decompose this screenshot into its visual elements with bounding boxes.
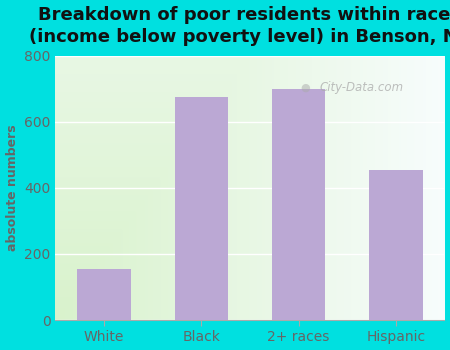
- Text: City-Data.com: City-Data.com: [320, 81, 404, 94]
- Bar: [77, 269, 131, 320]
- Bar: [369, 170, 423, 320]
- Text: ●: ●: [301, 82, 310, 92]
- Bar: [272, 89, 325, 320]
- Title: Breakdown of poor residents within races
(income below poverty level) in Benson,: Breakdown of poor residents within races…: [29, 6, 450, 46]
- Bar: [175, 97, 228, 320]
- Y-axis label: absolute numbers: absolute numbers: [5, 125, 18, 251]
